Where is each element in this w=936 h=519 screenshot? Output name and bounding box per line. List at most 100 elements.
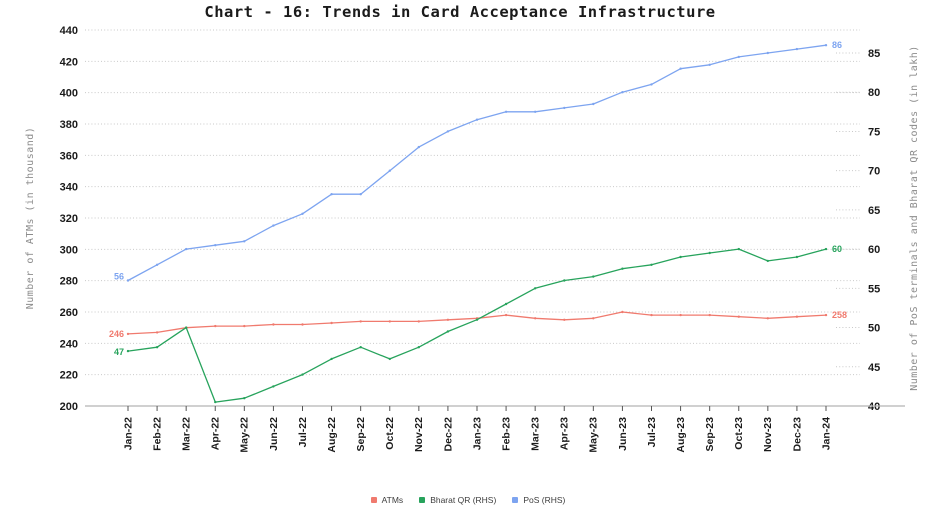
- left-axis-tick-label: 360: [60, 150, 78, 162]
- x-axis-tick-label: Jul-22: [297, 417, 309, 448]
- left-axis-tick-label: 440: [60, 25, 78, 37]
- left-axis-tick-label: 340: [60, 182, 78, 194]
- series-end-value-label: 60: [832, 244, 842, 254]
- series-line: [127, 44, 827, 282]
- chart-title: Chart - 16: Trends in Card Acceptance In…: [204, 3, 716, 21]
- x-axis-tick-label: Apr-23: [559, 417, 571, 450]
- x-axis-tick-label: Mar-23: [530, 417, 542, 451]
- data-point-marker: [708, 63, 711, 66]
- series-end-value-label: 258: [832, 310, 847, 320]
- data-point-marker: [330, 321, 333, 325]
- data-point-marker: [737, 247, 740, 251]
- data-point-marker: [621, 310, 624, 314]
- data-point-marker: [388, 320, 391, 323]
- x-axis-tick-label: Aug-23: [675, 417, 687, 453]
- data-point-marker: [272, 323, 275, 326]
- right-axis-tick-label: 55: [868, 283, 880, 295]
- x-axis-tick-label: Dec-23: [791, 417, 803, 452]
- data-point-marker: [126, 349, 130, 353]
- left-axis-tick-label: 220: [60, 370, 78, 382]
- data-point-marker: [388, 357, 391, 361]
- x-axis-tick-label: Jun-22: [268, 417, 280, 451]
- data-point-marker: [359, 193, 362, 196]
- data-point-marker: [301, 323, 304, 326]
- data-point-marker: [417, 320, 420, 323]
- data-point-marker: [504, 313, 508, 317]
- data-point-marker: [592, 317, 595, 320]
- data-point-marker: [185, 247, 188, 251]
- legend-item-bharat-qr: Bharat QR (RHS): [419, 495, 496, 505]
- left-axis-tick-label: 280: [60, 276, 78, 288]
- data-point-marker: [475, 318, 479, 321]
- data-point-marker: [534, 110, 537, 114]
- data-point-marker: [155, 346, 159, 349]
- data-point-marker: [243, 324, 246, 328]
- x-axis-tick-label: Aug-22: [326, 417, 338, 453]
- legend-item-pos: PoS (RHS): [512, 495, 565, 505]
- data-point-marker: [563, 106, 566, 110]
- data-point-marker: [126, 279, 130, 282]
- x-axis-tick-label: Sep-22: [355, 417, 367, 452]
- data-point-marker: [504, 110, 508, 114]
- data-point-marker: [795, 255, 799, 259]
- data-point-marker: [126, 332, 130, 336]
- data-point-marker: [563, 318, 566, 321]
- data-point-marker: [563, 279, 566, 282]
- x-axis-tick-label: May-23: [588, 417, 600, 453]
- right-axis-tick-label: 80: [868, 87, 880, 99]
- series-bharat-qr-rhs-: 47 60: [114, 244, 842, 404]
- gridlines: 440 420 400 380 360 340 320 300 280 260 240 220 200 8…: [60, 25, 881, 413]
- right-axis-title: Number of PoS terminals and Bharat QR co…: [909, 45, 920, 391]
- data-point-marker: [534, 317, 537, 320]
- x-axis-tick-label: Sep-23: [704, 417, 716, 452]
- x-axis-tick-label: Mar-22: [181, 417, 193, 451]
- data-point-marker: [592, 102, 595, 106]
- data-point-marker: [388, 169, 391, 172]
- data-point-marker: [650, 263, 653, 266]
- atms-series-marker-icon: [370, 497, 377, 503]
- data-point-marker: [359, 320, 362, 323]
- x-axis-tick-label: Feb-23: [500, 417, 512, 451]
- right-axis-tick-label: 45: [868, 362, 880, 374]
- x-axis-tick-label: Nov-23: [762, 417, 774, 452]
- series-end-value-label: 86: [832, 40, 842, 50]
- left-axis-tick-label: 200: [60, 401, 78, 413]
- data-point-marker: [243, 397, 246, 400]
- data-point-marker: [504, 302, 508, 306]
- legend-label-bharat-qr: Bharat QR (RHS): [430, 495, 497, 505]
- data-point-marker: [330, 357, 333, 361]
- data-point-marker: [359, 346, 362, 349]
- data-point-marker: [534, 287, 537, 290]
- data-point-marker: [679, 313, 682, 317]
- x-axis-tick-label: Oct-23: [733, 417, 745, 450]
- right-axis-tick-label: 40: [868, 401, 880, 413]
- x-axis-tick-label: Jan-22: [122, 417, 134, 450]
- left-axis-tick-label: 240: [60, 338, 78, 350]
- data-point-marker: [214, 400, 217, 404]
- series-line: [127, 311, 827, 335]
- data-point-marker: [446, 330, 450, 333]
- data-point-marker: [795, 315, 799, 318]
- series-start-value-label: 47: [114, 347, 124, 357]
- right-axis-tick-label: 75: [868, 126, 880, 138]
- data-point-marker: [301, 373, 304, 376]
- legend-label-atms: ATMs: [381, 495, 404, 505]
- series-start-value-label: 246: [109, 329, 124, 339]
- data-point-marker: [214, 244, 217, 247]
- data-point-marker: [708, 313, 711, 317]
- data-point-marker: [330, 193, 333, 196]
- x-axis-tick-label: Jan-24: [820, 417, 832, 450]
- left-axis-tick-label: 320: [60, 213, 78, 225]
- data-point-marker: [824, 44, 828, 47]
- x-axis-tick-label: May-22: [239, 417, 251, 453]
- x-axis: Jan-22 Feb-22 Mar-22 Apr-22 May-22 Jun-22 Jul-…: [85, 405, 905, 453]
- data-point-marker: [475, 118, 479, 121]
- left-axis-title: Number of ATMs (in thousand): [25, 127, 36, 310]
- bharat-qr-series-marker-icon: [419, 497, 426, 503]
- pos-series-marker-icon: [512, 497, 519, 503]
- data-point-marker: [621, 91, 624, 94]
- data-point-marker: [417, 145, 420, 149]
- legend-item-atms: ATMs: [370, 495, 404, 505]
- data-point-marker: [679, 255, 682, 259]
